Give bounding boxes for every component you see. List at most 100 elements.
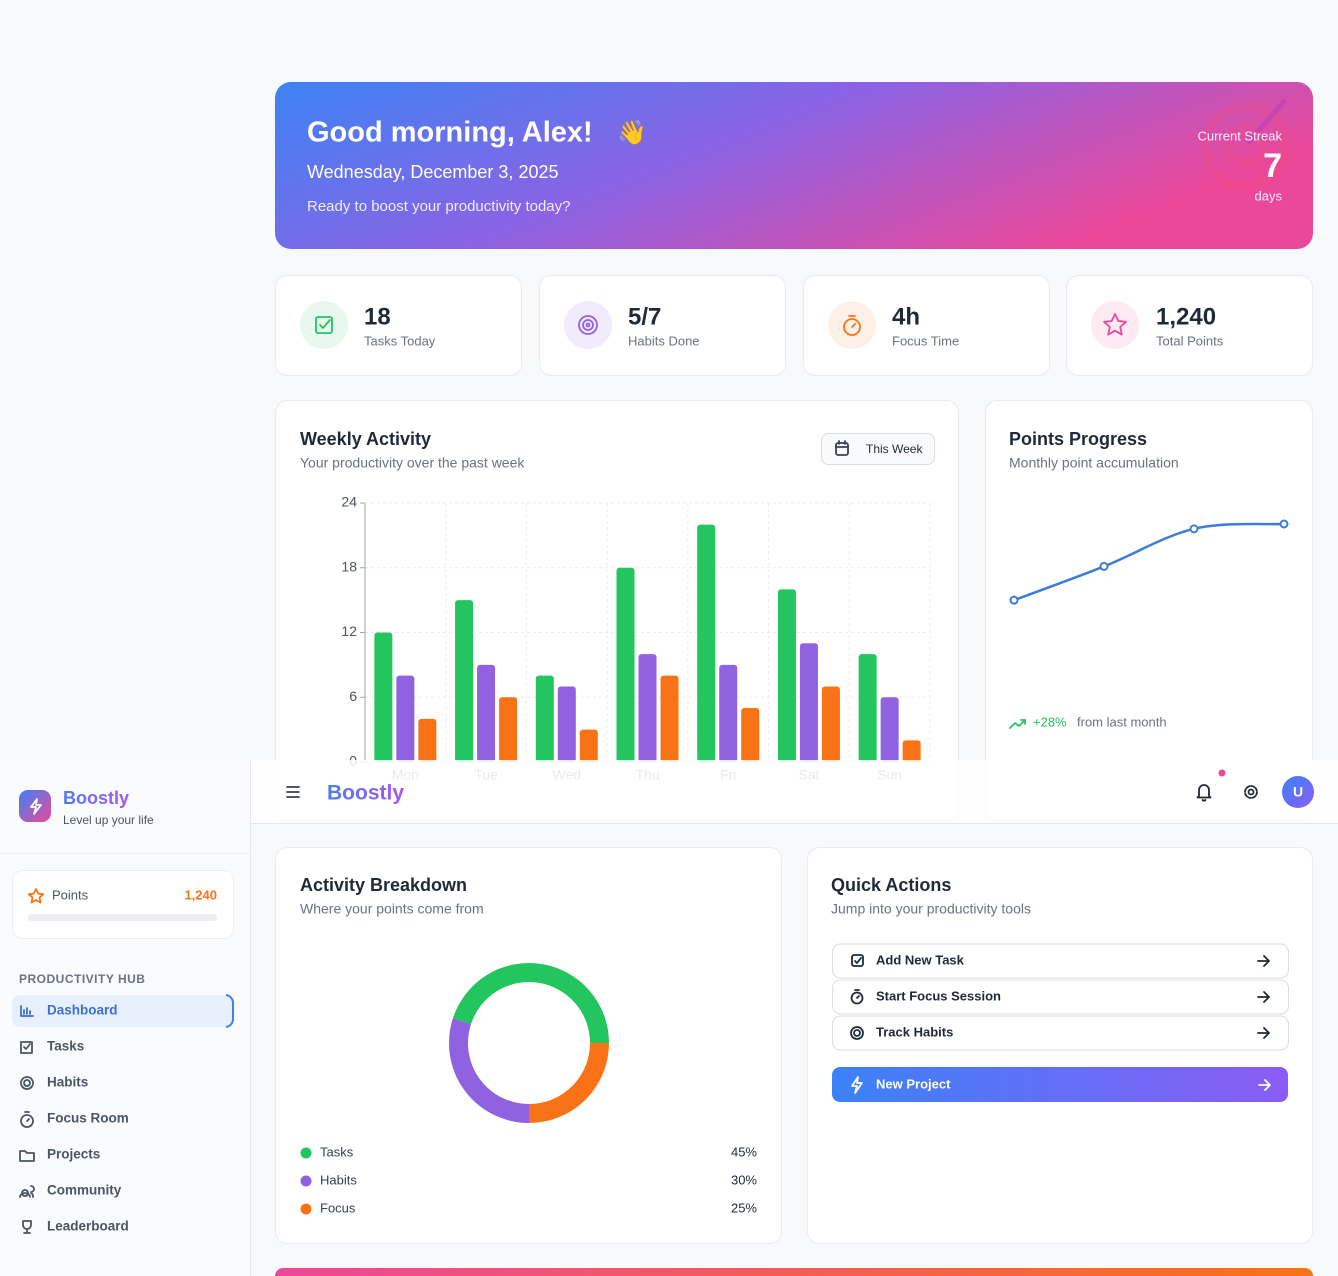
notifications-button[interactable] — [1196, 784, 1212, 802]
line-chart — [1009, 519, 1289, 605]
nav-icon — [20, 1041, 33, 1054]
points-card — [12, 870, 234, 939]
nav-label[interactable]: Projects — [47, 1147, 100, 1162]
avatar-initial[interactable]: U — [1293, 784, 1303, 800]
filter-label[interactable]: This Week — [866, 442, 923, 456]
avatar[interactable] — [1282, 776, 1314, 808]
nav-label[interactable]: Community — [47, 1183, 122, 1198]
change-note: from last month — [1077, 714, 1167, 729]
action-bg[interactable] — [832, 1015, 1289, 1051]
target-ring — [1200, 101, 1290, 191]
donut-chart: Tasks 45% Habits 30% Focus 25% — [300, 963, 757, 1215]
icon-part[interactable] — [1201, 799, 1207, 802]
nav-label[interactable]: Dashboard — [47, 1003, 118, 1018]
greeting-emoji: 👋 — [617, 119, 647, 146]
nav-label[interactable]: Tasks — [47, 1039, 84, 1054]
legend-swatch — [300, 1203, 312, 1215]
nav-item[interactable]: Habits — [20, 1075, 88, 1090]
primary-button[interactable]: New Project — [832, 1067, 1288, 1102]
nav-label[interactable]: Focus Room — [47, 1111, 129, 1126]
star-icon — [27, 888, 45, 904]
calendar-icon — [835, 440, 849, 456]
legend-swatch — [300, 1147, 312, 1159]
nav-label[interactable]: Leaderboard — [47, 1219, 129, 1234]
action-icon — [850, 1026, 864, 1040]
action-label[interactable]: Track Habits — [876, 1024, 953, 1039]
chart-subtitle: Monthly point accumulation — [1009, 455, 1179, 471]
sidebar: Boostly Level up your life Points 1,240 … — [0, 760, 251, 1276]
action-row[interactable]: Add New Task — [832, 943, 1289, 979]
action-row[interactable]: Start Focus Session — [832, 979, 1289, 1015]
stat-label: Tasks Today — [364, 333, 436, 348]
legend-label: Tasks — [320, 1144, 354, 1159]
icon-part[interactable] — [1244, 785, 1258, 799]
action-label[interactable]: Add New Task — [876, 952, 965, 967]
icon — [843, 315, 861, 336]
bar — [697, 524, 716, 762]
logo-icon — [30, 798, 42, 815]
nav-item[interactable]: Leaderboard — [22, 1219, 129, 1234]
nav-item[interactable]: Projects — [19, 1147, 100, 1162]
action-icon — [850, 989, 864, 1005]
bar-chart: 06121824MonTueWedThuFriSatSun — [341, 494, 931, 783]
action-label[interactable]: Start Focus Session — [876, 988, 1001, 1003]
filter-button[interactable]: This Week — [821, 433, 935, 465]
bar — [799, 643, 818, 762]
stat-card: 18 Tasks Today — [275, 275, 522, 376]
chart-title: Points Progress — [1009, 429, 1147, 449]
nav: Dashboard Tasks Habits Focus Room Projects Co… — [12, 994, 235, 1234]
button-bg[interactable] — [821, 433, 935, 465]
icon-part — [851, 954, 864, 967]
nav-active-bg[interactable] — [12, 995, 233, 1027]
bar — [535, 675, 554, 762]
point — [1189, 524, 1199, 534]
action-bg[interactable] — [832, 979, 1289, 1015]
trend-icon — [1009, 719, 1026, 729]
greeting: Good morning, Alex! — [307, 117, 593, 149]
bar — [902, 740, 921, 762]
date: Wednesday, December 3, 2025 — [307, 162, 558, 182]
nav-item[interactable]: Community — [19, 1183, 122, 1198]
streak-value: 7 — [1263, 147, 1282, 185]
nav-item[interactable]: Focus Room — [20, 1111, 129, 1128]
icon-part — [850, 1026, 864, 1040]
stat-value: 5/7 — [628, 303, 661, 330]
arrow-icon — [1258, 1079, 1271, 1091]
y-tick-label: 6 — [349, 688, 357, 704]
card-bg — [1066, 275, 1313, 376]
icon-part — [853, 1029, 861, 1037]
nav-item[interactable]: Dashboard — [12, 994, 235, 1028]
action-icon — [851, 954, 864, 967]
icon-part — [835, 442, 849, 456]
arrow-icon — [1257, 991, 1270, 1003]
card-subtitle: Jump into your productivity tools — [831, 901, 1031, 917]
icon-part[interactable] — [1196, 784, 1212, 799]
point — [1099, 561, 1109, 571]
banner-message: Ready to boost your productivity today? — [307, 198, 570, 215]
action-bg[interactable] — [832, 943, 1289, 979]
bar — [579, 729, 598, 762]
action-row[interactable]: Track Habits — [832, 1015, 1289, 1051]
button-bg[interactable] — [832, 1067, 1288, 1102]
card-title: Quick Actions — [831, 875, 951, 895]
bar — [374, 632, 393, 762]
tagline: Level up your life — [63, 813, 154, 827]
card-bg — [539, 275, 786, 376]
bar — [557, 686, 576, 762]
menu-button[interactable] — [286, 786, 300, 798]
y-tick-label: 18 — [341, 558, 357, 574]
nav-item[interactable]: Tasks — [20, 1039, 84, 1054]
target-ring — [1223, 124, 1267, 168]
settings-button[interactable] — [1244, 785, 1258, 799]
nav-label[interactable]: Habits — [47, 1075, 88, 1090]
stat-value: 4h — [892, 303, 920, 330]
arrow-icon — [1257, 1027, 1270, 1039]
top-bar: Boostly U — [250, 760, 1338, 824]
button-label[interactable]: New Project — [876, 1076, 951, 1091]
nav-icon — [20, 1111, 34, 1128]
icon-part[interactable] — [1247, 788, 1255, 796]
bar — [477, 664, 496, 762]
stat-card: 4h Focus Time — [803, 275, 1050, 376]
donut-segment — [449, 1018, 530, 1123]
